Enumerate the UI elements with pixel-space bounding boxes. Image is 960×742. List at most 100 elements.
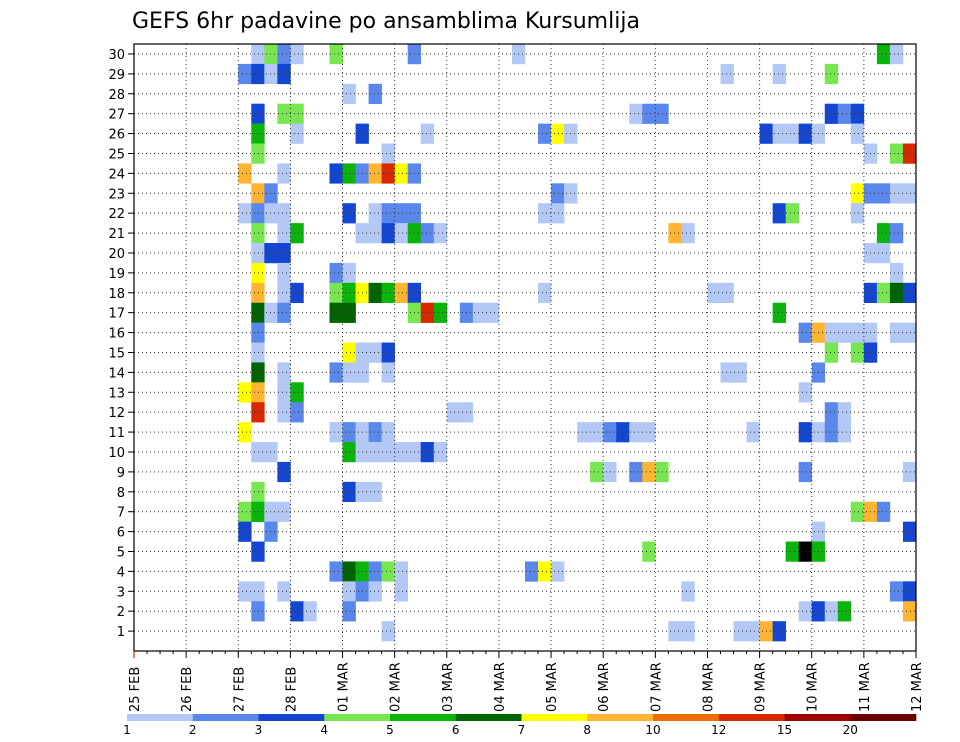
- y-tick-label: 13: [108, 386, 125, 401]
- heatmap-cell: [277, 163, 291, 184]
- heatmap-cell: [720, 282, 734, 304]
- heatmap-cell: [381, 621, 395, 642]
- heatmap-cell: [889, 262, 904, 284]
- heatmap-cell: [837, 601, 852, 622]
- y-tick-label: 21: [108, 227, 125, 242]
- heatmap-cell: [290, 123, 304, 144]
- x-tick-label: 10 MAR: [806, 662, 821, 712]
- x-tick-label: 02 MAR: [389, 662, 404, 712]
- heatmap-cell: [798, 422, 813, 443]
- heatmap-cell: [420, 123, 435, 144]
- heatmap-cell: [251, 223, 265, 244]
- heatmap-cell: [629, 422, 643, 443]
- heatmap-cell: [290, 382, 304, 403]
- heatmap-cell: [850, 342, 865, 363]
- heatmap-cell: [472, 302, 487, 323]
- heatmap-cell: [277, 362, 291, 383]
- heatmap-cell: [251, 581, 265, 602]
- heatmap-cell: [772, 302, 786, 323]
- heatmap-cell: [850, 103, 865, 124]
- x-tick-label: 08 MAR: [701, 662, 716, 712]
- heatmap-cell: [394, 223, 408, 244]
- heatmap-cell: [720, 63, 734, 85]
- heatmap-cell: [342, 561, 356, 582]
- colorbar-swatch: [653, 714, 720, 721]
- heatmap-cell: [902, 282, 917, 304]
- heatmap-cell: [889, 223, 904, 244]
- heatmap-cell: [251, 103, 265, 124]
- y-tick-label: 27: [108, 108, 125, 123]
- heatmap-cell: [381, 223, 395, 244]
- heatmap-cell: [837, 322, 852, 343]
- heatmap-cell: [329, 262, 343, 284]
- heatmap-cell: [629, 461, 643, 483]
- heatmap-cell: [837, 103, 852, 124]
- heatmap-cell: [329, 422, 343, 443]
- heatmap-cell: [772, 123, 786, 144]
- heatmap-cell: [394, 561, 408, 582]
- y-tick-label: 30: [108, 48, 125, 63]
- heatmap-cell: [902, 183, 917, 204]
- heatmap-cell: [342, 442, 356, 463]
- heatmap-cell: [889, 44, 904, 65]
- heatmap-cell: [798, 322, 813, 343]
- x-tick-label: 26 FEB: [180, 667, 195, 712]
- colorbar-swatch: [127, 714, 194, 721]
- heatmap-cell: [746, 621, 760, 642]
- heatmap-cell: [342, 362, 356, 383]
- heatmap-cell: [850, 203, 865, 224]
- heatmap-cell: [381, 561, 395, 582]
- heatmap-cell: [368, 422, 382, 443]
- x-tick-label: 06 MAR: [597, 662, 612, 712]
- heatmap-cell: [368, 223, 382, 244]
- y-tick-label: 7: [117, 506, 125, 521]
- heatmap-cell: [655, 103, 669, 124]
- x-tick-label: 25 FEB: [128, 667, 143, 712]
- colorbar-swatch: [258, 714, 325, 721]
- heatmap-cell: [785, 203, 799, 224]
- colorbar-label: 3: [255, 723, 263, 737]
- heatmap-cell: [251, 44, 265, 65]
- y-tick-label: 26: [108, 128, 125, 143]
- heatmap-cell: [290, 44, 304, 65]
- heatmap-cell: [538, 282, 552, 304]
- heatmap-cell: [603, 461, 617, 483]
- heatmap-cell: [381, 163, 395, 184]
- heatmap-cell: [342, 342, 356, 363]
- colorbar-swatch: [587, 714, 654, 721]
- heatmap-cell: [681, 581, 695, 602]
- y-axis: 1234567891011121314151617181920212223242…: [108, 48, 134, 640]
- heatmap-cell: [342, 481, 356, 503]
- y-tick-label: 9: [117, 466, 125, 481]
- heatmap-cell: [342, 282, 356, 304]
- heatmap-cell: [902, 461, 917, 483]
- heatmap-cell: [381, 362, 395, 383]
- heatmap-cell: [420, 442, 435, 463]
- heatmap-cell: [837, 402, 852, 423]
- heatmap-cell: [889, 322, 904, 343]
- heatmap-cell: [251, 302, 265, 323]
- heatmap-cells: [238, 44, 917, 642]
- heatmap-cell: [394, 282, 408, 304]
- heatmap-cell: [329, 163, 343, 184]
- heatmap-cell: [733, 362, 747, 383]
- colorbar-label: 12: [711, 723, 726, 737]
- y-tick-label: 17: [108, 307, 125, 322]
- heatmap-cell: [538, 123, 552, 144]
- x-axis: 25 FEB 26 FEB 27 FEB 28 FEB 01 MAR 02 MAR 03 M…: [128, 651, 925, 712]
- heatmap-cell: [277, 63, 291, 85]
- heatmap-cell: [238, 163, 252, 184]
- heatmap-cell: [368, 581, 382, 602]
- heatmap-cell: [277, 402, 291, 423]
- y-tick-label: 20: [108, 247, 125, 262]
- heatmap-cell: [551, 203, 565, 224]
- heatmap-cell: [238, 422, 252, 443]
- heatmap-cell: [785, 541, 799, 562]
- y-tick-label: 16: [108, 327, 125, 342]
- heatmap-cell: [277, 103, 291, 124]
- heatmap-cell: [798, 541, 813, 562]
- heatmap-cell: [850, 501, 865, 522]
- heatmap-cell: [290, 103, 304, 124]
- heatmap-cell: [277, 302, 291, 323]
- heatmap-cell: [329, 44, 343, 65]
